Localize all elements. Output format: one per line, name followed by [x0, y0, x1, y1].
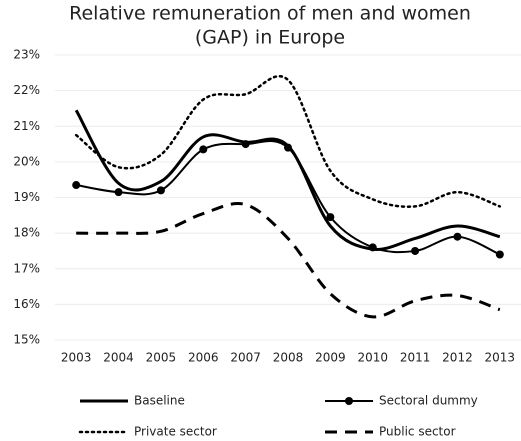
- x-tick-label: 2008: [273, 351, 304, 365]
- line: [76, 202, 501, 319]
- y-tick-label: 21%: [13, 119, 40, 133]
- legend-label: Public sector: [379, 425, 456, 439]
- y-tick-label: 20%: [13, 154, 40, 168]
- legend-marker: [345, 397, 353, 405]
- legend-label: Baseline: [134, 394, 185, 408]
- y-tick-label: 17%: [13, 261, 40, 275]
- marker: [495, 250, 504, 259]
- marker: [114, 188, 123, 197]
- x-tick-label: 2006: [188, 351, 219, 365]
- x-tick-label: 2003: [61, 351, 92, 365]
- x-tick-label: 2012: [442, 351, 473, 365]
- marker: [156, 186, 165, 195]
- marker: [241, 140, 250, 149]
- x-tick-label: 2013: [485, 351, 516, 365]
- marker: [368, 243, 377, 252]
- line: [74, 109, 501, 251]
- marker: [453, 232, 462, 241]
- legend-label: Sectoral dummy: [379, 394, 478, 408]
- x-tick-label: 2010: [357, 351, 388, 365]
- x-tick-label: 2007: [230, 351, 261, 365]
- marker: [326, 213, 335, 222]
- x-tick-label: 2004: [103, 351, 134, 365]
- y-tick-label: 19%: [13, 190, 40, 204]
- marker: [72, 181, 81, 190]
- marker: [284, 143, 292, 152]
- y-tick-label: 23%: [13, 48, 40, 62]
- line: [74, 75, 502, 208]
- chart-title: Relative remuneration of men and women: [69, 3, 471, 25]
- chart-title: (GAP) in Europe: [195, 27, 345, 49]
- y-tick-label: 15%: [13, 333, 40, 347]
- marker: [411, 246, 420, 255]
- y-tick-label: 16%: [13, 297, 40, 311]
- legend-label: Private sector: [134, 425, 217, 439]
- marker: [199, 145, 208, 154]
- y-tick-label: 22%: [13, 83, 40, 97]
- y-tick-label: 18%: [13, 226, 40, 240]
- x-tick-label: 2005: [146, 351, 177, 365]
- x-tick-label: 2011: [400, 351, 431, 365]
- x-tick-label: 2009: [315, 351, 346, 365]
